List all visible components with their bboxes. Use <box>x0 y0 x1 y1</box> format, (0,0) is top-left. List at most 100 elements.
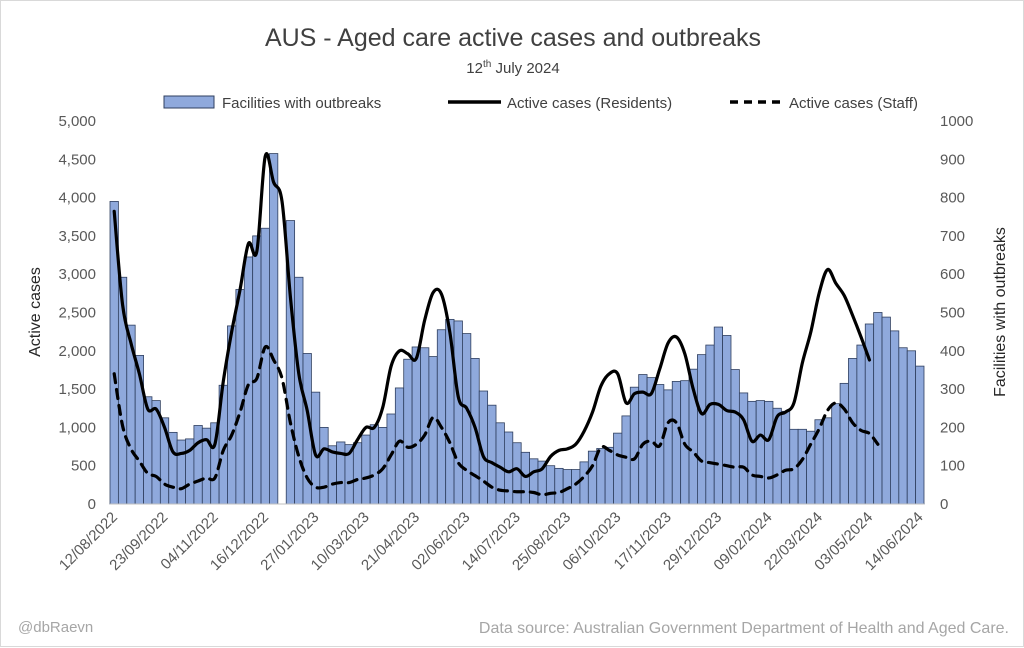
y-left-tick-label: 3,000 <box>58 266 96 283</box>
lines-group <box>112 152 880 497</box>
bar-facilities <box>890 330 900 505</box>
y-right-tick-label: 0 <box>940 496 948 513</box>
y-axis-left-title: Active cases <box>27 267 44 357</box>
bar-facilities <box>663 389 673 505</box>
bar-facilities <box>260 227 270 505</box>
bar-facilities <box>621 415 631 505</box>
y-right-tick-label: 500 <box>940 305 965 322</box>
y-axis-right-title: Facilities with outbreaks <box>992 227 1009 397</box>
y-left-tick-label: 4,000 <box>58 190 96 207</box>
subtitle-day: 12 <box>466 60 483 77</box>
bar-facilities <box>369 424 379 505</box>
bar-facilities <box>730 369 740 505</box>
bar-facilities <box>487 404 497 505</box>
bar-facilities <box>520 451 530 505</box>
bar-facilities <box>713 326 724 505</box>
line-active-cases-staff <box>112 344 880 497</box>
bar-facilities <box>529 458 539 505</box>
y-right-tick-label: 200 <box>940 419 965 436</box>
y-left-tick-label: 2,000 <box>58 343 96 360</box>
legend-label-staff: Active cases (Staff) <box>789 95 918 112</box>
y-right-tick-label: 900 <box>940 151 965 168</box>
bar-facilities <box>906 350 917 505</box>
legend: Facilities with outbreaks Active cases (… <box>163 95 918 112</box>
y-left-tick-label: 4,500 <box>58 151 96 168</box>
bar-facilities <box>764 400 774 505</box>
bar-facilities <box>453 320 463 505</box>
bar-facilities <box>898 347 908 505</box>
bar-facilities <box>822 417 833 505</box>
y-left-tick-label: 5,000 <box>58 113 96 130</box>
bar-facilities <box>831 403 841 505</box>
bar-facilities <box>839 382 849 505</box>
bar-facilities <box>462 333 472 505</box>
bar-facilities <box>579 461 589 505</box>
bar-facilities <box>722 335 732 505</box>
bar-facilities <box>856 344 866 505</box>
y-axis-left: 0 500 1,000 1,500 2,000 2,500 3,000 3,500 4,000 4… <box>58 113 96 513</box>
bar-facilities <box>243 256 254 505</box>
bar-facilities <box>235 289 245 505</box>
y-left-tick-label: 1,500 <box>58 381 96 398</box>
y-left-tick-label: 3,500 <box>58 228 96 245</box>
y-right-tick-label: 400 <box>940 343 965 360</box>
bar-facilities <box>873 312 883 505</box>
bar-facilities <box>629 386 640 505</box>
bar-facilities <box>403 358 413 505</box>
bar-facilities <box>797 428 807 505</box>
y-right-tick-label: 600 <box>940 266 965 283</box>
data-source-note: Data source: Australian Government Depar… <box>479 620 1009 637</box>
subtitle-month-year: July 2024 <box>491 60 559 77</box>
y-right-tick-label: 100 <box>940 458 965 475</box>
y-axis-right: 0 100 200 300 400 500 600 700 800 900 1000 <box>940 113 973 513</box>
bar-facilities <box>915 365 925 505</box>
bar-facilities <box>780 410 791 505</box>
bar-facilities <box>789 428 799 505</box>
bar-facilities <box>613 432 623 505</box>
bar-facilities <box>193 425 203 505</box>
y-right-tick-label: 1000 <box>940 113 973 130</box>
credit-handle: @dbRaevn <box>18 619 93 636</box>
y-right-tick-label: 300 <box>940 381 965 398</box>
bar-facilities <box>848 358 858 505</box>
bar-facilities <box>428 356 438 505</box>
bar-facilities <box>361 434 371 505</box>
x-axis: 12/08/202223/09/202204/11/202216/12/2022… <box>56 503 927 574</box>
subtitle-suffix: th <box>483 59 491 70</box>
bar-facilities <box>252 235 262 505</box>
bar-facilities <box>504 431 514 505</box>
legend-swatch-facilities <box>163 95 215 109</box>
y-right-tick-label: 700 <box>940 228 965 245</box>
y-right-tick-label: 800 <box>940 190 965 207</box>
bar-facilities <box>327 445 337 505</box>
bar-facilities <box>319 426 329 505</box>
bar-facilities <box>545 465 556 505</box>
bar-facilities <box>705 344 715 505</box>
bar-facilities <box>755 400 765 505</box>
bar-facilities <box>881 316 891 505</box>
bar-facilities <box>747 400 757 505</box>
bar-facilities <box>436 329 447 505</box>
line-active-cases-residents <box>112 152 872 479</box>
bar-facilities <box>411 346 421 505</box>
y-left-tick-label: 1,000 <box>58 419 96 436</box>
y-left-tick-label: 500 <box>71 458 96 475</box>
bar-facilities <box>604 446 614 505</box>
bar-facilities <box>352 442 363 505</box>
bar-facilities <box>336 441 346 505</box>
y-left-tick-label: 2,500 <box>58 305 96 322</box>
bar-facilities <box>680 380 690 505</box>
bar-facilities <box>697 354 707 505</box>
bar-facilities <box>143 396 153 505</box>
bar-facilities <box>571 469 581 505</box>
legend-label-residents: Active cases (Residents) <box>507 95 672 112</box>
legend-label-facilities: Facilities with outbreaks <box>222 95 381 112</box>
chart-title: AUS - Aged care active cases and outbrea… <box>265 24 761 52</box>
bar-facilities <box>738 392 749 505</box>
bar-facilities <box>269 153 279 505</box>
bar-facilities <box>671 381 682 505</box>
bar-facilities <box>176 439 186 505</box>
bar-facilities <box>554 467 564 505</box>
